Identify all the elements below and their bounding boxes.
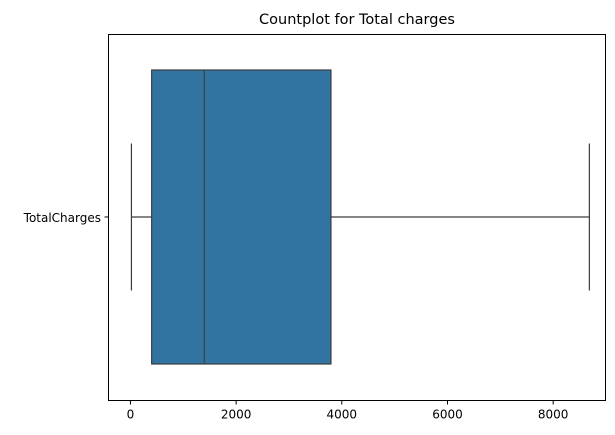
x-tick-label: 8000 <box>538 408 569 422</box>
iqr-box <box>151 69 332 365</box>
x-axis: 0 2000 4000 6000 8000 <box>127 400 569 422</box>
x-tick-label: 0 <box>127 408 135 422</box>
chart-title: Countplot for Total charges <box>259 12 455 28</box>
x-tick-label: 4000 <box>327 408 358 422</box>
plot-area <box>130 69 590 365</box>
x-tick-label: 2000 <box>221 408 252 422</box>
x-tick-label: 6000 <box>432 408 463 422</box>
category-label: TotalCharges <box>23 211 101 225</box>
